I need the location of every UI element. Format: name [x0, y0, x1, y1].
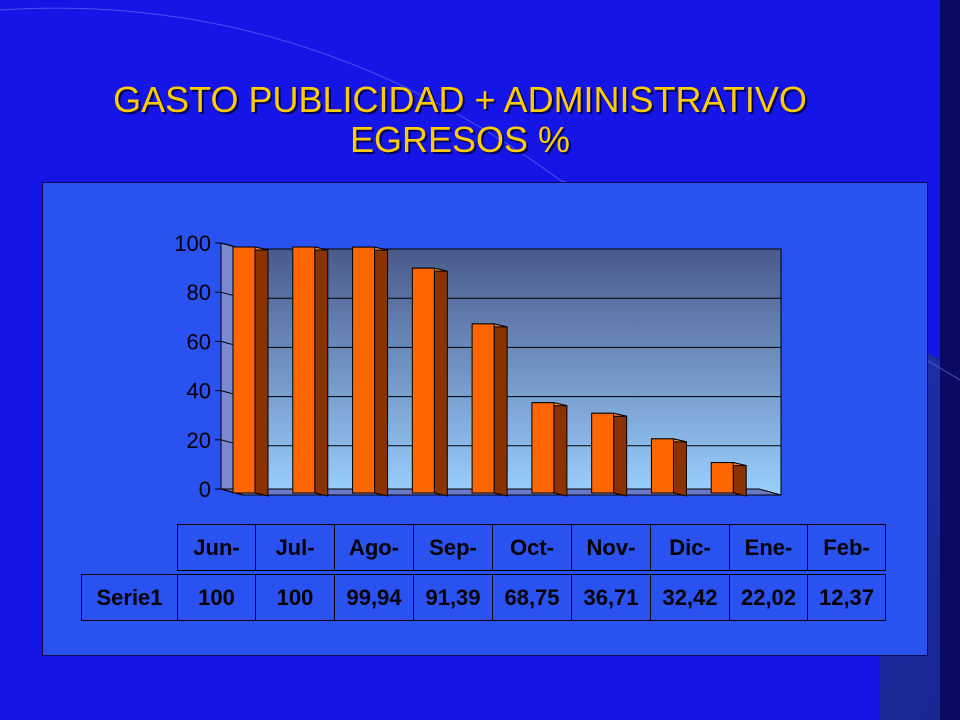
- title-line-1: GASTO PUBLICIDAD + ADMINISTRATIVO: [113, 79, 807, 120]
- bar-chart: 0 20 40 60 80 100: [174, 231, 782, 502]
- gridline-side: [220, 488, 244, 496]
- table-value-cell: 12,37: [807, 574, 886, 621]
- table-value-cell: 91,39: [413, 574, 493, 621]
- table-value-cell: 99,94: [334, 574, 414, 621]
- table-value-cell: 100: [177, 574, 256, 621]
- y-tick-label: 80: [187, 280, 211, 305]
- y-tick-label: 40: [187, 379, 211, 404]
- table-value-cell: 68,75: [492, 574, 572, 621]
- y-tick-label: 20: [187, 428, 211, 453]
- table-header-cell: Feb-: [807, 524, 886, 571]
- bar-front: [232, 246, 256, 494]
- table-header-cell: Oct-: [492, 524, 572, 571]
- bar-front: [531, 402, 555, 494]
- bar-side: [732, 461, 747, 497]
- bar-front: [411, 267, 435, 494]
- table-header-cell: Dic-: [650, 524, 730, 571]
- bar: [232, 246, 269, 497]
- bar: [352, 246, 389, 497]
- table-header-cell: Jul-: [255, 524, 335, 571]
- table-header-cell: Nov-: [571, 524, 651, 571]
- title-line-2: EGRESOS %: [349, 119, 571, 160]
- bar-side: [672, 438, 687, 497]
- table-value-cell: 22,02: [729, 574, 808, 621]
- table-value-cell: 32,42: [650, 574, 730, 621]
- bar-front: [650, 438, 674, 494]
- bar: [591, 412, 628, 497]
- bar: [411, 267, 448, 497]
- bar-front: [352, 246, 376, 494]
- bar-side: [613, 412, 628, 497]
- bar-front: [292, 246, 316, 494]
- bar-side: [493, 323, 508, 497]
- bar-side: [314, 246, 329, 497]
- bar-front: [710, 462, 734, 494]
- bar-front: [591, 412, 615, 494]
- table-value-cell: 100: [255, 574, 335, 621]
- bar: [650, 438, 687, 497]
- table-series-label: Serie1: [81, 574, 178, 621]
- bar: [531, 402, 568, 497]
- y-tick-label: 0: [199, 477, 211, 502]
- bar: [292, 246, 329, 497]
- y-tick-label: 100: [174, 231, 211, 256]
- bar: [710, 461, 747, 497]
- table-value-cell: 36,71: [571, 574, 651, 621]
- bar-side: [553, 402, 568, 497]
- table-header-cell: Sep-: [413, 524, 493, 571]
- bar-front: [471, 323, 495, 494]
- bar-side: [433, 267, 448, 497]
- table-header-cell: Ago-: [334, 524, 414, 571]
- chart-panel: 0 20 40 60 80 100 Jun- Jul- Ago- Sep- Oct- Nov- Dic…: [42, 182, 928, 656]
- table-header-cell: Jun-: [177, 524, 256, 571]
- slide-title: GASTO PUBLICIDAD + ADMINISTRATIVO EGRESO…: [40, 80, 880, 160]
- bar-side: [374, 246, 389, 497]
- bar-side: [254, 246, 269, 497]
- bar: [471, 323, 508, 497]
- table-header-cell: Ene-: [729, 524, 808, 571]
- y-tick-label: 60: [187, 329, 211, 354]
